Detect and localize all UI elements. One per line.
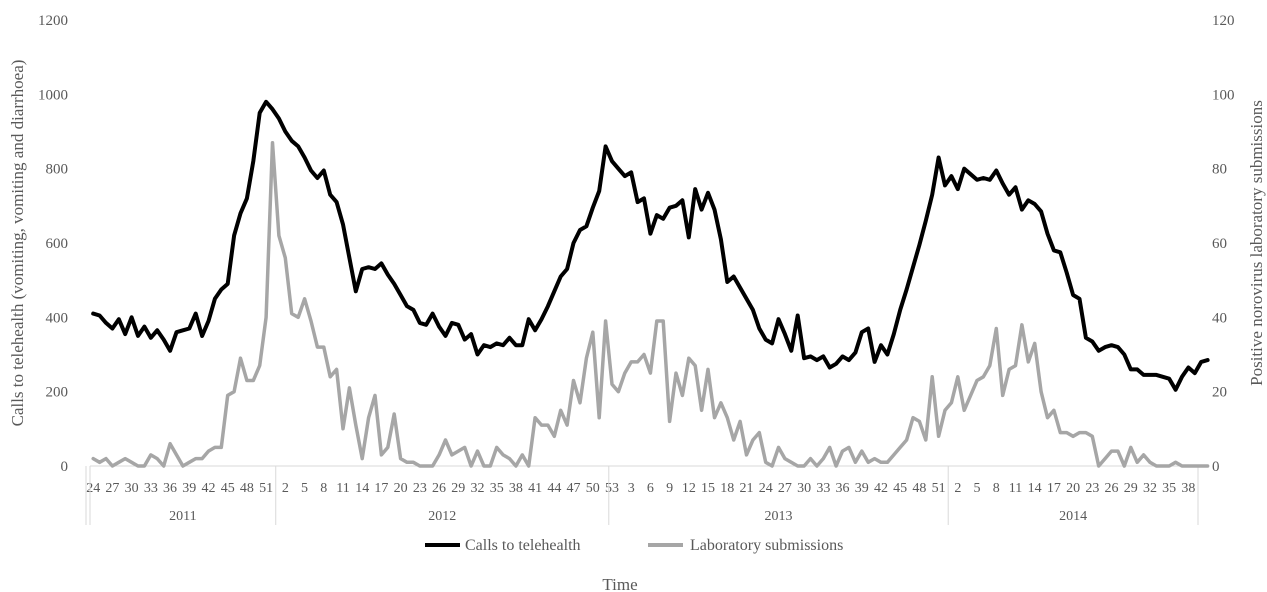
x-tick-label: 5: [301, 481, 308, 496]
x-tick-label: 24: [759, 481, 773, 496]
x-tick-label: 44: [547, 481, 561, 496]
x-tick-label: 14: [355, 481, 369, 496]
year-label: 2011: [169, 509, 196, 524]
legend-item-telehealth[interactable]: Calls to telehealth: [425, 537, 581, 554]
x-tick-label: 5: [974, 481, 981, 496]
x-tick-label: 23: [1085, 481, 1099, 496]
x-tick-label: 30: [797, 481, 811, 496]
x-tick-label: 45: [221, 481, 235, 496]
x-tick-label: 17: [374, 481, 388, 496]
right-axis-ticks: 0 20 40 60 80 100 120: [1212, 13, 1235, 475]
x-tick-label: 30: [125, 481, 139, 496]
x-tick-label: 12: [682, 481, 696, 496]
x-tick-label: 26: [1105, 481, 1119, 496]
x-tick-label: 36: [836, 481, 850, 496]
x-tick-label: 8: [993, 481, 1000, 496]
left-axis-tick-label: 1200: [38, 13, 68, 29]
x-tick-label: 42: [874, 481, 888, 496]
x-tick-label: 29: [1124, 481, 1138, 496]
left-axis-ticks: 0 200 400 600 800 1000 1200: [38, 13, 68, 475]
x-tick-label: 39: [182, 481, 196, 496]
right-axis-tick-label: 100: [1212, 87, 1235, 103]
x-tick-label: 48: [240, 481, 254, 496]
x-tick-label: 35: [490, 481, 504, 496]
x-tick-label: 29: [451, 481, 465, 496]
year-label: 2013: [764, 509, 792, 524]
x-tick-label: 53: [605, 481, 619, 496]
x-tick-label: 42: [201, 481, 215, 496]
right-axis-tick-label: 0: [1212, 459, 1220, 475]
x-tick-label: 23: [413, 481, 427, 496]
x-tick-label: 26: [432, 481, 446, 496]
x-tick-label: 50: [586, 481, 600, 496]
left-axis-tick-label: 200: [46, 385, 69, 401]
x-tick-label: 51: [259, 481, 273, 496]
legend-item-laboratory[interactable]: Laboratory submissions: [648, 537, 843, 554]
x-tick-label: 21: [739, 481, 753, 496]
x-tick-label: 20: [1066, 481, 1080, 496]
left-axis-tick-label: 0: [61, 459, 69, 475]
right-axis-tick-label: 40: [1212, 310, 1227, 326]
x-tick-label: 11: [336, 481, 349, 496]
x-tick-label: 6: [647, 481, 654, 496]
x-tick-label: 45: [893, 481, 907, 496]
legend-label-telehealth: Calls to telehealth: [465, 537, 581, 554]
x-axis: 24 27 30 33 36 39 42 45 48 51 2 5 8 11 14 17 20 23 26 29 32 3…: [85, 465, 1199, 525]
x-tick-label: 35: [1162, 481, 1176, 496]
x-tick-label: 8: [320, 481, 327, 496]
x-tick-label: 38: [509, 481, 523, 496]
year-label: 2014: [1059, 509, 1087, 524]
x-axis-title: Time: [602, 575, 637, 592]
x-tick-label: 24: [86, 481, 100, 496]
x-tick-label: 27: [105, 481, 119, 496]
x-tick-label: 39: [855, 481, 869, 496]
year-label: 2012: [428, 509, 456, 524]
x-tick-label: 2: [282, 481, 289, 496]
x-tick-label: 14: [1028, 481, 1042, 496]
right-axis-tick-label: 80: [1212, 162, 1227, 178]
series-line-telehealth: [91, 99, 1210, 392]
legend: Calls to telehealth Laboratory submissio…: [425, 537, 843, 554]
x-tick-label: 33: [144, 481, 158, 496]
x-tick-label: 17: [1047, 481, 1061, 496]
legend-label-laboratory: Laboratory submissions: [690, 537, 843, 554]
x-tick-label: 51: [932, 481, 946, 496]
left-axis-tick-label: 1000: [38, 87, 68, 103]
x-tick-label: 27: [778, 481, 792, 496]
right-axis-title: Positive norovirus laboratory submission…: [1247, 100, 1266, 386]
x-tick-label: 11: [1009, 481, 1022, 496]
right-axis-tick-label: 120: [1212, 13, 1235, 29]
x-tick-label: 3: [628, 481, 635, 496]
series-layer: [91, 99, 1210, 468]
left-axis-tick-label: 400: [46, 310, 69, 326]
x-tick-label: 2: [954, 481, 961, 496]
series-line-laboratory: [91, 140, 1210, 468]
x-tick-label: 32: [1143, 481, 1157, 496]
x-tick-label: 20: [394, 481, 408, 496]
left-axis-tick-label: 800: [46, 162, 69, 178]
left-axis-title: Calls to telehealth (vomiting, vomiting …: [8, 60, 27, 427]
x-tick-label: 38: [1181, 481, 1195, 496]
x-tick-label: 48: [912, 481, 926, 496]
right-axis-tick-label: 60: [1212, 236, 1227, 252]
x-tick-label: 36: [163, 481, 177, 496]
x-tick-label: 47: [567, 481, 581, 496]
x-tick-label: 15: [701, 481, 715, 496]
x-tick-label: 9: [666, 481, 673, 496]
x-tick-label: 18: [720, 481, 734, 496]
left-axis-tick-label: 600: [46, 236, 69, 252]
x-tick-label: 32: [470, 481, 484, 496]
x-tick-label: 33: [816, 481, 830, 496]
x-tick-label: 41: [528, 481, 542, 496]
right-axis-tick-label: 20: [1212, 385, 1227, 401]
